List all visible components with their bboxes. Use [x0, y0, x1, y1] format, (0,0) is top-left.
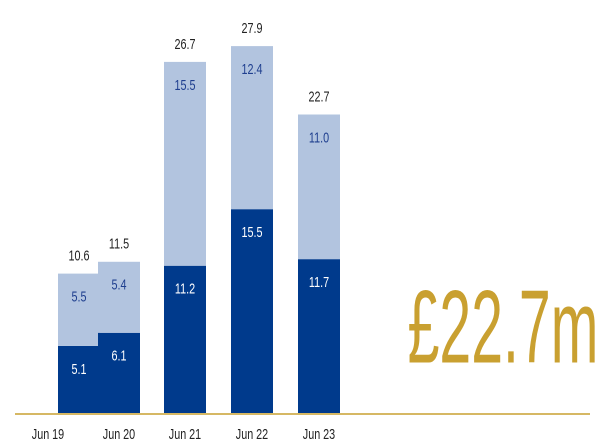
segment-label: 5.1 — [72, 360, 87, 377]
x-tick-label: Jun 22 — [236, 425, 268, 442]
bar-segment — [98, 261, 140, 333]
x-tick-label: Jun 20 — [103, 425, 135, 442]
x-tick-label: Jun 19 — [32, 425, 64, 442]
total-label: 10.6 — [69, 247, 90, 264]
total-label: 26.7 — [175, 35, 196, 52]
segment-label: 11.2 — [175, 280, 195, 297]
segment-label: 11.7 — [309, 273, 329, 290]
x-tick-label: Jun 23 — [303, 425, 335, 442]
segment-label: 12.4 — [242, 60, 263, 77]
bar-segment — [298, 114, 340, 260]
segment-label: 5.4 — [112, 276, 127, 293]
segment-label: 6.1 — [112, 347, 127, 364]
bar-segment — [231, 209, 273, 413]
total-label: 11.5 — [109, 235, 129, 252]
headline-value: £22.7m — [408, 268, 599, 384]
segment-label: 15.5 — [242, 223, 263, 240]
bar-segment — [164, 61, 206, 266]
bar-segment — [231, 46, 273, 210]
total-label: 27.9 — [242, 19, 263, 36]
segment-label: 11.0 — [309, 129, 329, 146]
bar-segment — [58, 273, 100, 346]
bar-segment — [98, 332, 140, 413]
bar-segment — [164, 265, 206, 413]
segment-label: 5.5 — [72, 288, 87, 305]
x-tick-label: Jun 21 — [169, 425, 201, 442]
total-label: 22.7 — [309, 88, 330, 105]
bar-segment — [58, 345, 100, 413]
bar-segment — [298, 259, 340, 413]
segment-label: 15.5 — [175, 76, 196, 93]
